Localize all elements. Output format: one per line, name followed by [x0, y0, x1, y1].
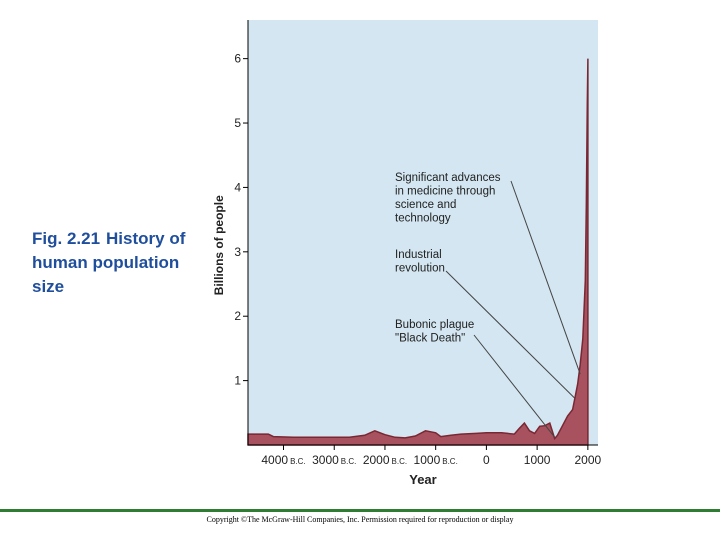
y-tick-label: 6 [234, 52, 241, 66]
annotation-text: Bubonic plague "Black Death" [395, 319, 474, 345]
x-tick-label: 2000 B.C. [363, 453, 407, 467]
y-axis-label: Billions of people [212, 195, 226, 295]
population-chart: 1 2 3 4 5 6 4000 B.C. 3000 B.C. 2000 B.C. 1000 B.C. 0 1… [212, 20, 602, 487]
caption-figure-number: Fig. 2.21 [32, 229, 101, 248]
annotation-leader-line [510, 180, 581, 375]
x-tick-label: 0 [483, 453, 490, 467]
caption-text: History of human population size [32, 229, 186, 296]
x-tick-label: 3000 B.C. [312, 453, 356, 467]
y-tick-label: 3 [234, 245, 241, 259]
annotation-text: Significant advances in medicine through s… [395, 172, 501, 225]
y-tick-label: 4 [234, 180, 241, 194]
figure-card: 1 2 3 4 5 6 4000 B.C. 3000 B.C. 2000 B.C. 1000 B.C. 0 1… [210, 18, 616, 492]
x-tick-label: 4000 B.C. [261, 453, 305, 467]
y-tick-label: 5 [234, 116, 241, 130]
figure-caption: Fig. 2.21 History of human population siz… [32, 227, 212, 299]
annotation-text: Industrial revolution [395, 249, 445, 275]
copyright-notice: Copyright ©The McGraw-Hill Companies, In… [206, 515, 514, 524]
population-area [247, 58, 589, 446]
plot-area [248, 20, 598, 445]
x-axis-label: Year [409, 472, 436, 487]
bottom-rule [0, 509, 720, 512]
y-tick-label: 1 [234, 374, 241, 388]
y-tick-label: 2 [234, 309, 241, 323]
x-tick-label: 2000 [575, 453, 602, 467]
annotation-leader-line [473, 334, 556, 438]
annotation-leader-line [445, 270, 576, 399]
x-tick-label: 1000 [524, 453, 551, 467]
x-tick-label: 1000 B.C. [414, 453, 458, 467]
